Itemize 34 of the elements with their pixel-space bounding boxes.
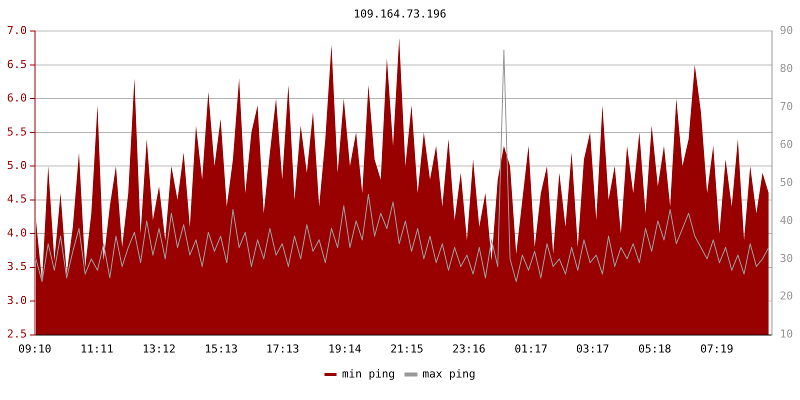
y2-tick-label: 40 [780, 214, 794, 227]
y2-tick-label: 30 [780, 252, 794, 265]
x-tick-label: 11:11 [80, 342, 114, 356]
x-tick-label: 03:17 [576, 342, 610, 356]
y2-tick-label: 20 [780, 290, 794, 303]
y-tick-label: 5.0 [6, 158, 27, 172]
legend-label: max ping [422, 367, 476, 380]
y-tick-label: 7.0 [6, 24, 27, 38]
y2-tick-label: 50 [780, 176, 794, 189]
x-tick-label: 01:17 [514, 342, 548, 356]
y-tick-label: 6.5 [6, 58, 27, 71]
y-tick-label: 4.0 [6, 226, 27, 240]
x-tick-label: 13:12 [142, 342, 176, 356]
x-tick-label: 19:14 [328, 342, 362, 356]
x-tick-label: 17:13 [266, 342, 300, 356]
legend-label: min ping [342, 367, 396, 380]
y2-tick-label: 10 [780, 328, 794, 341]
x-tick-label: 23:16 [452, 342, 486, 356]
y-tick-label: 4.5 [6, 192, 27, 206]
x-tick-label: 21:15 [390, 342, 424, 356]
x-tick-label: 05:18 [638, 342, 672, 356]
x-tick-label: 15:13 [204, 342, 238, 356]
x-tick-label: 09:10 [18, 342, 52, 356]
y-tick-label: 3.5 [6, 260, 27, 274]
x-tick-label: 07:19 [700, 342, 734, 356]
y-tick-label: 6.0 [6, 92, 27, 105]
y-tick-label: 3.0 [6, 294, 27, 307]
y-tick-label: 2.5 [6, 328, 27, 341]
y2-tick-label: 90 [780, 24, 794, 38]
y2-tick-label: 60 [780, 138, 794, 151]
y2-tick-label: 80 [780, 62, 794, 76]
chart-title: 109.164.73.196 [354, 7, 446, 20]
y-tick-label: 5.5 [6, 125, 27, 138]
y2-tick-label: 70 [780, 100, 794, 113]
